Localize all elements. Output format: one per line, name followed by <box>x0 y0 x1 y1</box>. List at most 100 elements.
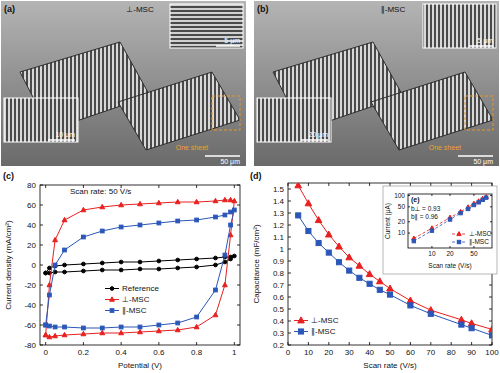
data-point <box>100 261 104 265</box>
series-line <box>46 200 235 337</box>
y-tick <box>490 206 492 207</box>
data-point <box>489 326 492 332</box>
x-tick-label: 0 <box>43 348 48 357</box>
x-axis-label: Scan rate (V/s) <box>428 262 471 270</box>
chart: 00.20.40.60.81-80-60-40-20020406080Refer… <box>3 171 240 370</box>
scale-bar-label: 50 μm <box>220 158 240 166</box>
y-tick-label: 1.4 <box>273 197 285 206</box>
x-tick <box>158 342 159 345</box>
y-tick-label: 0.5 <box>273 305 285 314</box>
data-point <box>195 257 199 261</box>
data-point <box>62 332 67 336</box>
x-tick <box>308 183 309 186</box>
panel-label: (e) <box>411 196 420 204</box>
x-tick <box>431 246 432 248</box>
panel-label: (c) <box>3 171 14 181</box>
data-point <box>468 320 475 326</box>
y-tick-label: -80 <box>24 341 36 350</box>
data-point <box>53 264 57 268</box>
y-tick <box>408 221 410 222</box>
y-tick-label: 50 <box>398 203 406 210</box>
data-point <box>176 266 180 270</box>
x-tick <box>288 342 289 345</box>
legend: Reference⊥-MSC∥-MSC <box>105 284 159 315</box>
annotation: One sheet <box>176 144 208 151</box>
x-tick <box>196 185 197 188</box>
data-point <box>326 250 331 255</box>
y-tick-label: 0.9 <box>273 257 285 266</box>
legend: ⊥-MSC∥-MSC <box>294 316 339 336</box>
y-tick-label: 0.4 <box>273 317 285 326</box>
x-tick <box>430 342 431 345</box>
data-point <box>484 195 488 199</box>
data-point <box>82 262 86 266</box>
data-point <box>176 321 180 325</box>
y-tick <box>288 201 291 202</box>
x-tick <box>471 183 472 186</box>
y-tick <box>288 285 291 286</box>
x-tick <box>410 342 411 345</box>
data-point <box>138 201 143 205</box>
data-point <box>326 231 333 237</box>
scale-bar <box>48 139 75 141</box>
y-tick <box>40 345 43 346</box>
y-tick <box>40 285 43 286</box>
legend: ⊥-MSC∥-MSC <box>452 230 492 246</box>
legend-label: ⊥-MSC <box>122 295 150 304</box>
data-point <box>43 332 48 336</box>
y-axis-label: Current density (mA/cm²) <box>4 220 13 310</box>
data-point <box>489 333 492 338</box>
x-tick <box>492 342 493 345</box>
y-tick <box>237 265 240 266</box>
data-point <box>222 197 227 201</box>
y-tick-label: 60 <box>27 201 36 210</box>
y-tick-label: 1.1 <box>273 233 285 242</box>
data-point <box>63 263 67 267</box>
y-tick <box>489 297 492 298</box>
data-point <box>194 324 199 328</box>
series-line <box>46 210 235 328</box>
y-tick <box>237 205 240 206</box>
x-tick <box>349 183 350 186</box>
data-point <box>156 200 161 204</box>
y-tick-label: 1.3 <box>273 209 285 218</box>
data-point <box>176 219 180 223</box>
data-point <box>157 221 161 225</box>
y-tick-label: 80 <box>27 181 36 190</box>
data-point <box>63 248 67 252</box>
x-tick <box>451 342 452 345</box>
y-tick <box>288 189 291 190</box>
data-point <box>305 200 312 206</box>
x-tick <box>369 342 370 345</box>
data-group <box>43 197 237 338</box>
x-axis-label: Potential (V) <box>118 361 162 370</box>
data-point <box>43 332 48 336</box>
chart: 102050102050100⊥-MSC∥-MSC(e)Scan rate (V… <box>383 186 497 274</box>
data-point <box>213 198 218 202</box>
data-point <box>119 260 123 264</box>
data-point <box>44 271 48 275</box>
data-point <box>175 327 180 331</box>
y-tick <box>288 225 291 226</box>
data-point <box>119 268 123 272</box>
data-point <box>387 285 394 291</box>
data-point <box>82 235 86 239</box>
data-point <box>448 218 451 221</box>
electrode <box>371 72 493 150</box>
data-point <box>223 213 227 217</box>
y-tick-label: 0.3 <box>273 329 285 338</box>
scale-bar <box>458 155 493 157</box>
y-tick <box>40 225 43 226</box>
legend-marker <box>110 309 114 313</box>
y-tick-label: 0.6 <box>273 293 285 302</box>
data-point <box>119 202 124 206</box>
x-tick <box>328 183 329 186</box>
legend-marker <box>457 232 461 236</box>
sem-inset <box>4 98 78 142</box>
sem-panel: 5 μm20 μmOne sheet50 μm(b)∥-MSC <box>254 1 499 166</box>
x-tick-label: 0.8 <box>191 348 203 357</box>
data-point <box>62 217 67 221</box>
y-tick <box>408 233 410 234</box>
x-tick <box>196 342 197 345</box>
data-point <box>407 297 414 303</box>
